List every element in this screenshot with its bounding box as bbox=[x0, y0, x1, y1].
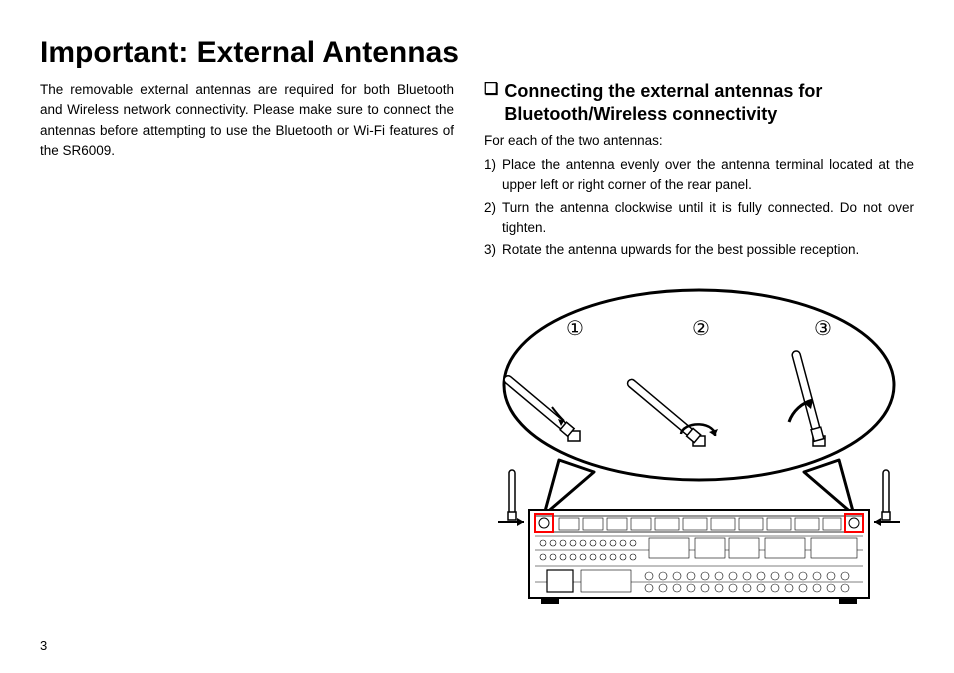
mounted-antenna-left bbox=[508, 470, 516, 520]
page-title: Important: External Antennas bbox=[40, 36, 914, 70]
bullet-icon: ❏ bbox=[484, 80, 498, 101]
page-number: 3 bbox=[40, 638, 47, 653]
left-column: The removable external antennas are requ… bbox=[40, 80, 454, 610]
circled-number-3: ③ bbox=[814, 318, 832, 340]
step-text: Turn the antenna clockwise until it is f… bbox=[502, 198, 914, 239]
bubble-tail-right bbox=[804, 460, 854, 515]
section-heading: ❏ Connecting the external antennas for B… bbox=[484, 80, 914, 127]
step-number: 1) bbox=[484, 155, 502, 196]
intro-paragraph: The removable external antennas are requ… bbox=[40, 80, 454, 161]
heading-text: Connecting the external antennas for Blu… bbox=[504, 80, 914, 127]
step-text: Rotate the antenna upwards for the best … bbox=[502, 240, 914, 260]
receiver-rear-panel bbox=[529, 510, 869, 604]
step-item: 3) Rotate the antenna upwards for the be… bbox=[484, 240, 914, 260]
step-item: 1) Place the antenna evenly over the ant… bbox=[484, 155, 914, 196]
step-text: Place the antenna evenly over the antenn… bbox=[502, 155, 914, 196]
subtext: For each of the two antennas: bbox=[484, 131, 914, 151]
step-item: 2) Turn the antenna clockwise until it i… bbox=[484, 198, 914, 239]
steps-list: 1) Place the antenna evenly over the ant… bbox=[484, 155, 914, 260]
circled-number-1: ① bbox=[566, 318, 584, 340]
step-number: 2) bbox=[484, 198, 502, 239]
content-columns: The removable external antennas are requ… bbox=[40, 80, 914, 610]
circled-number-2: ② bbox=[692, 318, 710, 340]
right-column: ❏ Connecting the external antennas for B… bbox=[484, 80, 914, 610]
mounted-antenna-right bbox=[882, 470, 890, 520]
antenna-diagram: ① ② ③ bbox=[484, 280, 914, 610]
step-number: 3) bbox=[484, 240, 502, 260]
diagram-container: ① ② ③ bbox=[484, 280, 914, 610]
bubble-tail-left bbox=[544, 460, 594, 515]
